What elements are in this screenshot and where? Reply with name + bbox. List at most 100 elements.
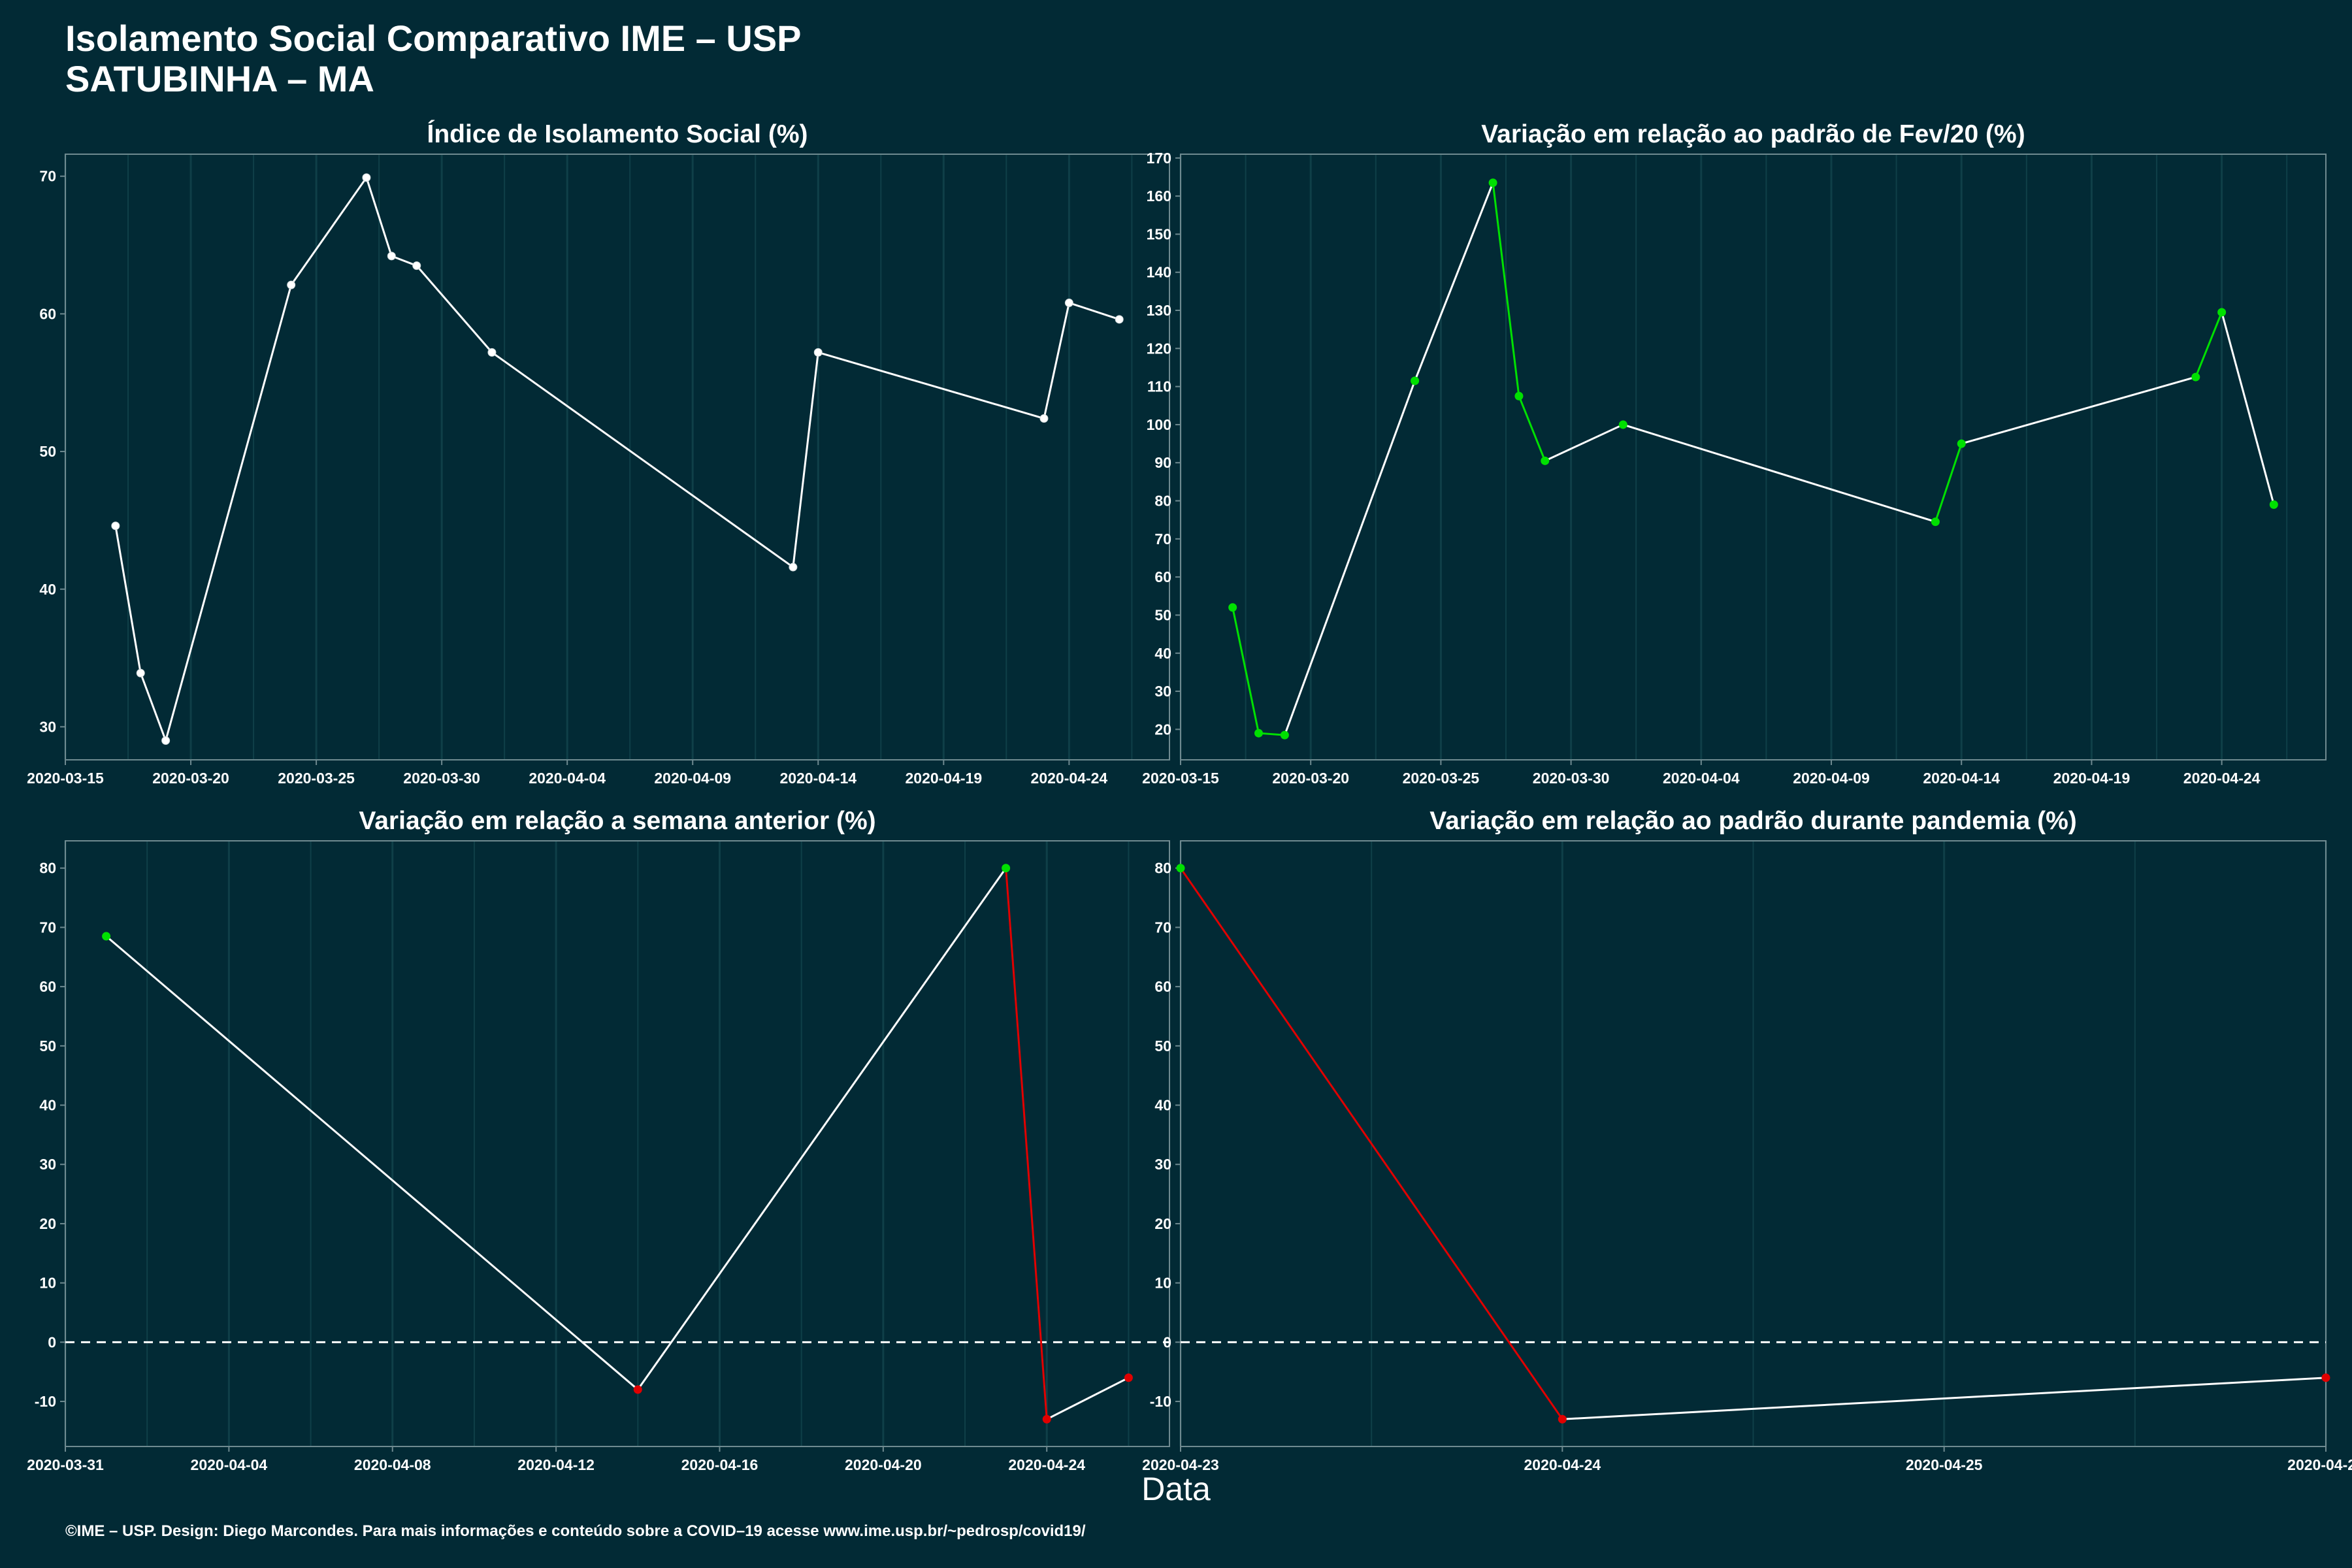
data-point [161, 736, 171, 745]
data-point [789, 563, 798, 572]
y-tick-label: 60 [39, 305, 56, 322]
y-tick-label: 60 [39, 978, 56, 995]
data-point [487, 348, 497, 357]
y-tick-label: 160 [1147, 188, 1171, 204]
series-segment [1005, 868, 1048, 1420]
x-tick-label: 2020-04-12 [517, 1456, 595, 1473]
x-tick-label: 2020-03-20 [1272, 770, 1349, 787]
x-tick-label: 2020-04-16 [681, 1456, 759, 1473]
data-point [1957, 439, 1966, 448]
x-tick-label: 2020-04-24 [1031, 770, 1108, 787]
chart-panel-1: Índice de Isolamento Social (%) 30 40 50 60 7… [27, 120, 1170, 787]
x-tick-label: 2020-04-24 [2183, 770, 2261, 787]
data-point [287, 280, 296, 289]
x-tick-label: 2020-04-09 [654, 770, 731, 787]
y-tick-label: 30 [39, 718, 56, 735]
x-tick-label: 2020-04-09 [1793, 770, 1870, 787]
panel-title: Variação em relação ao padrão durante pa… [1429, 807, 2077, 835]
data-point [1124, 1373, 1133, 1382]
footer-credits: ©IME – USP. Design: Diego Marcondes. Par… [65, 1522, 1086, 1540]
y-tick-label: 70 [39, 919, 56, 936]
series-segment [1544, 423, 1624, 462]
y-tick-label: 0 [1163, 1333, 1171, 1350]
y-tick-label: 100 [1147, 416, 1171, 433]
chart-title: Isolamento Social Comparativo IME – USP [65, 18, 802, 59]
data-point [2321, 1373, 2330, 1382]
x-tick-label: 2020-03-31 [27, 1456, 104, 1473]
series-segment [416, 265, 493, 353]
y-tick-label: 150 [1147, 225, 1171, 242]
data-point [1411, 376, 1420, 385]
data-point [1002, 864, 1011, 873]
series-segment [2221, 312, 2275, 505]
y-tick-label: 50 [39, 1037, 56, 1054]
panel-border [1180, 154, 2327, 760]
y-tick-label: -10 [35, 1393, 56, 1410]
y-tick-label: 70 [1154, 531, 1171, 547]
data-point [1042, 1414, 1051, 1424]
data-point [1541, 456, 1550, 465]
chart-panel-4: Variação em relação ao padrão durante pa… [1142, 807, 2352, 1473]
x-tick-label: 2020-03-25 [1403, 770, 1480, 787]
panel-title: Variação em relação ao padrão de Fev/20 … [1481, 120, 2025, 148]
x-tick-label: 2020-04-19 [905, 770, 982, 787]
x-tick-label: 2020-04-19 [2053, 770, 2131, 787]
x-tick-label: 2020-04-08 [354, 1456, 431, 1473]
data-point [2191, 372, 2200, 382]
series-segment [792, 352, 819, 568]
x-tick-label: 2020-03-15 [1142, 770, 1219, 787]
data-point [412, 261, 421, 270]
y-tick-label: 40 [39, 581, 56, 598]
series-segment [1179, 867, 1563, 1420]
data-point [111, 521, 120, 531]
x-tick-label: 2020-04-24 [1008, 1456, 1085, 1473]
y-tick-label: 50 [39, 443, 56, 460]
data-point [1115, 315, 1124, 324]
x-tick-label: 2020-04-14 [1923, 770, 2000, 787]
y-tick-label: -10 [1150, 1393, 1171, 1410]
y-tick-label: 80 [1154, 860, 1171, 877]
y-tick-label: 120 [1147, 340, 1171, 357]
series-segment [139, 672, 167, 742]
y-tick-label: 60 [1154, 978, 1171, 995]
series-segment [1232, 607, 1260, 734]
x-tick-label: 2020-04-26 [2287, 1456, 2352, 1473]
series-segment [1562, 1377, 2327, 1420]
x-tick-label: 2020-04-24 [1524, 1456, 1601, 1473]
y-tick-label: 10 [39, 1275, 56, 1292]
data-point [102, 932, 111, 941]
y-tick-label: 30 [1154, 683, 1171, 700]
y-tick-label: 20 [1154, 1215, 1171, 1232]
y-tick-label: 0 [48, 1333, 56, 1350]
y-tick-label: 170 [1147, 150, 1171, 167]
series-segment [1283, 380, 1416, 736]
y-tick-label: 80 [39, 860, 56, 877]
data-point [1280, 730, 1289, 740]
panel-title: Índice de Isolamento Social (%) [427, 120, 808, 148]
x-tick-label: 2020-04-04 [191, 1456, 268, 1473]
y-tick-label: 70 [1154, 919, 1171, 936]
series-segment [1043, 302, 1070, 419]
y-tick-label: 10 [1154, 1275, 1171, 1292]
x-tick-label: 2020-03-25 [278, 770, 355, 787]
x-tick-label: 2020-03-20 [152, 770, 229, 787]
y-tick-label: 40 [1154, 1097, 1171, 1114]
data-point [633, 1385, 642, 1394]
x-tick-label: 2020-04-04 [1663, 770, 1740, 787]
x-tick-label: 2020-03-30 [403, 770, 480, 787]
series-segment [1961, 376, 2197, 445]
data-point [1558, 1414, 1567, 1424]
series-segment [290, 176, 368, 286]
data-point [1176, 864, 1185, 873]
data-point [2269, 500, 2278, 509]
y-tick-label: 90 [1154, 454, 1171, 471]
series-segment [105, 935, 639, 1391]
series-segment [165, 284, 293, 741]
y-tick-label: 80 [1154, 493, 1171, 510]
data-point [1931, 517, 1940, 527]
data-point [2217, 308, 2227, 317]
x-tick-label: 2020-04-14 [779, 770, 857, 787]
series-segment [365, 177, 393, 257]
series-segment [1492, 182, 1520, 397]
y-tick-label: 20 [1154, 721, 1171, 738]
